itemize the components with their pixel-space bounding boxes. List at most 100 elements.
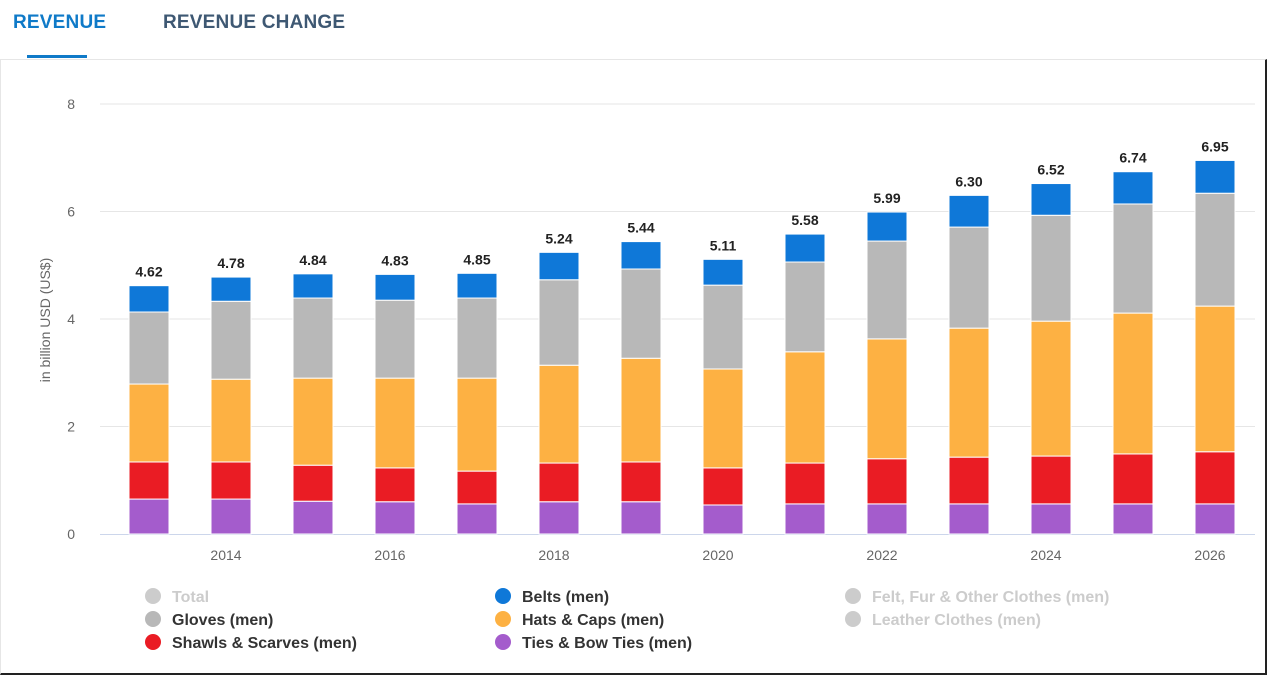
bar-segment[interactable] xyxy=(374,467,416,503)
bar-segment[interactable] xyxy=(702,467,744,506)
bar-segment[interactable] xyxy=(948,194,990,228)
bar-segment[interactable] xyxy=(866,211,908,242)
bar-segment[interactable] xyxy=(292,297,334,379)
data-label: 6.30 xyxy=(955,173,982,189)
bar-segment[interactable] xyxy=(292,377,334,466)
legend-item[interactable]: Hats & Caps (men) xyxy=(522,612,664,629)
bar-segment[interactable] xyxy=(948,327,990,458)
bar-segment[interactable] xyxy=(866,458,908,505)
bar-segment[interactable] xyxy=(538,501,580,535)
bar-segment[interactable] xyxy=(292,464,334,502)
data-label: 6.95 xyxy=(1201,138,1228,154)
bar-segment[interactable] xyxy=(702,284,744,370)
bar-segment[interactable] xyxy=(128,461,170,500)
bar-segment[interactable] xyxy=(456,272,498,299)
bar-segment[interactable] xyxy=(866,240,908,340)
legend-item[interactable]: Ties & Bow Ties (men) xyxy=(522,635,692,652)
legend-item[interactable]: Belts (men) xyxy=(522,589,609,606)
y-tick-label: 2 xyxy=(67,419,75,435)
bar-segment[interactable] xyxy=(1030,183,1072,216)
x-tick-label: 2022 xyxy=(866,547,897,563)
bar-segment[interactable] xyxy=(210,461,252,500)
bar-segment[interactable] xyxy=(374,377,416,469)
tab-bar: REVENUE REVENUE CHANGE xyxy=(0,0,1267,58)
tab-revenue[interactable]: REVENUE xyxy=(13,12,107,33)
bar-segment[interactable] xyxy=(866,338,908,460)
bar-segment[interactable] xyxy=(128,383,170,463)
bar-segment[interactable] xyxy=(1030,214,1072,322)
bar-segment[interactable] xyxy=(128,498,170,535)
bar-segment[interactable] xyxy=(1030,503,1072,535)
x-tick-label: 2024 xyxy=(1030,547,1061,563)
tab-revenue-change[interactable]: REVENUE CHANGE xyxy=(163,12,346,33)
bar-segment[interactable] xyxy=(1112,453,1154,505)
chart-panel xyxy=(0,59,1267,675)
bar-segment[interactable] xyxy=(1112,503,1154,535)
legend-marker-icon xyxy=(145,634,161,650)
bar-segment[interactable] xyxy=(456,470,498,505)
legend-item[interactable]: Total xyxy=(172,589,209,606)
bar-segment[interactable] xyxy=(784,503,826,535)
bar-segment[interactable] xyxy=(948,503,990,535)
bar-segment[interactable] xyxy=(210,378,252,463)
bar-segment[interactable] xyxy=(784,462,826,505)
bar-segment[interactable] xyxy=(1194,192,1236,307)
legend-item[interactable]: Leather Clothes (men) xyxy=(872,612,1041,629)
bar-segment[interactable] xyxy=(374,501,416,535)
bar-segment[interactable] xyxy=(702,258,744,286)
bar-segment[interactable] xyxy=(456,503,498,535)
bar-segment[interactable] xyxy=(210,276,252,302)
legend-item[interactable]: Felt, Fur & Other Clothes (men) xyxy=(872,589,1109,606)
bar-segment[interactable] xyxy=(128,285,170,313)
bar-segment[interactable] xyxy=(456,297,498,379)
y-axis-label: in billion USD (US$) xyxy=(37,258,53,382)
x-tick-label: 2020 xyxy=(702,547,733,563)
bar-segment[interactable] xyxy=(1194,503,1236,535)
bar-segment[interactable] xyxy=(948,456,990,505)
bar-segment[interactable] xyxy=(620,268,662,359)
bar-segment[interactable] xyxy=(1194,159,1236,194)
bar-segment[interactable] xyxy=(948,226,990,329)
data-label: 5.24 xyxy=(545,230,572,246)
bar-segment[interactable] xyxy=(210,498,252,535)
bar-segment[interactable] xyxy=(784,351,826,464)
bar-segment[interactable] xyxy=(1112,171,1154,205)
bar-segment[interactable] xyxy=(1112,203,1154,314)
bar-segment[interactable] xyxy=(292,273,334,299)
bar-segment[interactable] xyxy=(1194,305,1236,453)
legend-marker-icon xyxy=(495,634,511,650)
bar-segment[interactable] xyxy=(210,300,252,380)
bar-segment[interactable] xyxy=(620,501,662,535)
data-label: 5.44 xyxy=(627,220,654,236)
bar-segment[interactable] xyxy=(784,233,826,263)
bar-segment[interactable] xyxy=(702,504,744,535)
bar-segment[interactable] xyxy=(1030,320,1072,457)
legend-item[interactable]: Gloves (men) xyxy=(172,612,273,629)
bar-segment[interactable] xyxy=(538,251,580,281)
bar-segment[interactable] xyxy=(1194,451,1236,505)
legend-item[interactable]: Shawls & Scarves (men) xyxy=(172,635,357,652)
bar-segment[interactable] xyxy=(620,241,662,270)
bar-segment[interactable] xyxy=(538,364,580,464)
x-tick-label: 2014 xyxy=(210,547,241,563)
bar-segment[interactable] xyxy=(620,461,662,503)
bar-segment[interactable] xyxy=(1112,312,1154,455)
y-tick-label: 0 xyxy=(67,526,75,542)
bar-segment[interactable] xyxy=(374,273,416,301)
bar-segment[interactable] xyxy=(784,261,826,353)
bar-segment[interactable] xyxy=(620,357,662,463)
bar-segment[interactable] xyxy=(374,299,416,379)
legend-marker-icon xyxy=(495,588,511,604)
legend-marker-icon xyxy=(845,611,861,627)
bar-segment[interactable] xyxy=(456,377,498,472)
bar-segment[interactable] xyxy=(538,279,580,366)
bar-segment[interactable] xyxy=(128,311,170,385)
x-tick-label: 2026 xyxy=(1194,547,1225,563)
data-label: 4.84 xyxy=(299,252,326,268)
bar-segment[interactable] xyxy=(538,462,580,503)
bar-segment[interactable] xyxy=(866,503,908,535)
data-label: 4.85 xyxy=(463,251,490,267)
bar-segment[interactable] xyxy=(702,368,744,469)
bar-segment[interactable] xyxy=(292,500,334,535)
bar-segment[interactable] xyxy=(1030,455,1072,505)
